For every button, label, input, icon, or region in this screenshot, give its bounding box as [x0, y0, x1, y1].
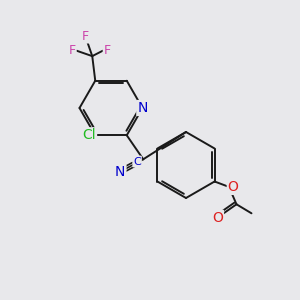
Text: F: F — [69, 44, 76, 57]
Text: Cl: Cl — [82, 128, 96, 142]
Text: O: O — [212, 211, 223, 225]
Text: F: F — [82, 29, 89, 43]
Text: N: N — [137, 101, 148, 115]
Text: O: O — [228, 180, 238, 194]
Text: N: N — [115, 165, 125, 179]
Text: F: F — [104, 44, 111, 57]
Text: C: C — [133, 157, 141, 166]
